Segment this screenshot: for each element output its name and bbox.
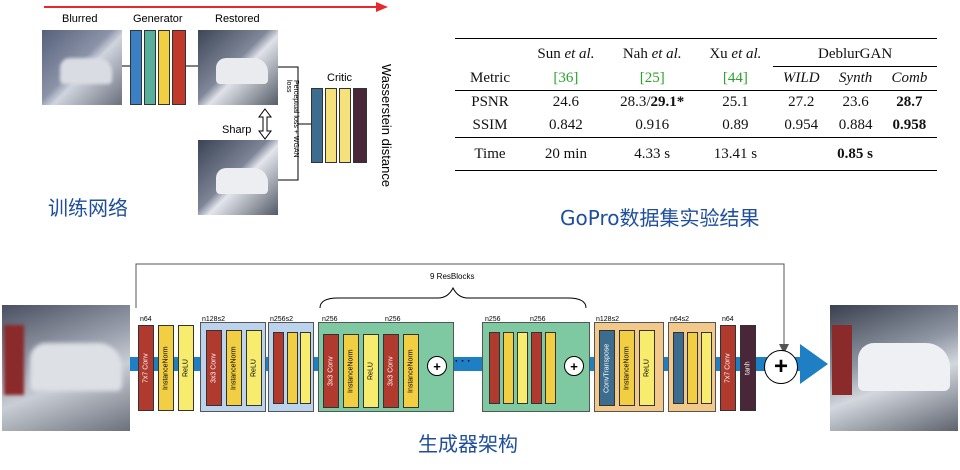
global-skip-connection (135, 263, 789, 354)
rb-relu1 (363, 334, 379, 408)
rbl-b (503, 332, 514, 404)
tag-g3a: n256 (322, 316, 338, 323)
wasserstein-label: Wasserstein distance (379, 64, 394, 188)
up2-b (687, 332, 698, 404)
resblocks-brace (319, 286, 587, 309)
tag-g1: n128s2 (202, 316, 225, 323)
label-generator: Generator (133, 13, 183, 25)
ref-xu: [44] (722, 69, 748, 86)
gen-layer-2 (144, 30, 156, 105)
critic-layer-3 (339, 88, 351, 163)
tag-g0: n64 (140, 316, 152, 323)
rb-norm1 (343, 334, 359, 408)
rbl-e (545, 332, 556, 404)
layer-norm (158, 325, 174, 411)
training-caption: 训练网络 (48, 196, 128, 220)
layer-relu (178, 325, 194, 411)
gen-layer-1 (130, 30, 142, 105)
rb-norm2 (403, 334, 419, 408)
tag-g2: n256s2 (270, 316, 293, 323)
layer-relu2 (246, 330, 262, 406)
sharp-photo (198, 140, 278, 215)
row-psnr: PSNR 24.6 28.3/29.1* 25.1 27.2 23.6 28.7 (455, 90, 937, 115)
label-critic: Critic (327, 72, 353, 84)
ref-sun: [36] (553, 69, 579, 86)
rbl-a (489, 332, 500, 404)
layer-conv7 (138, 325, 154, 411)
gen-layer-4 (172, 30, 186, 105)
layer-norm-up (619, 330, 635, 406)
rbl-d (531, 332, 542, 404)
rb-conv2 (383, 334, 399, 408)
label-blurred: Blurred (62, 13, 98, 25)
critic-connector (278, 66, 312, 181)
layer-norm2 (226, 330, 242, 406)
col-nah: Nah et al. (622, 46, 682, 63)
blurred-photo (42, 30, 122, 105)
tag-g5: n128s2 (596, 316, 619, 323)
up2-c (701, 332, 712, 404)
tag-g7: n64 (722, 316, 734, 323)
up2-a (673, 332, 684, 404)
final-add-icon: + (764, 350, 798, 384)
layer-relu-up (639, 330, 655, 406)
header-metric: Metric (470, 69, 510, 86)
tag-g4b: n256 (530, 316, 546, 323)
pipe-arrowhead (800, 344, 828, 384)
layer-convtrans (599, 330, 615, 406)
resblocks-label: 9 ResBlocks (430, 272, 475, 281)
tag-g4a: n256 (485, 316, 501, 323)
ref-nah: [25] (639, 69, 665, 86)
add-icon: + (427, 356, 447, 376)
results-table: Sun et al. Nah et al. Xu et al. DeblurGA… (455, 38, 937, 171)
col-sun: Sun et al. (537, 46, 595, 63)
col-deblurgan: DeblurGAN (773, 38, 937, 67)
label-sharp: Sharp (222, 124, 252, 136)
col-xu: Xu et al. (709, 46, 762, 63)
restored-photo (198, 30, 278, 105)
critic-layer-1 (311, 88, 323, 163)
layer-d2c (300, 332, 311, 404)
rbl-c (517, 332, 528, 404)
row-time: Time 20 min 4.33 s 13.41 s 0.85 s (455, 137, 937, 171)
gen-layer-3 (158, 30, 170, 105)
red-arrow (44, 2, 388, 12)
critic-layer-4 (353, 88, 367, 163)
tag-g3b: n256 (385, 316, 401, 323)
critic-layer-2 (325, 88, 337, 163)
ellipsis: · · · (455, 356, 471, 367)
layer-conv3 (206, 330, 222, 406)
layer-tanh (740, 325, 756, 411)
generator-caption: 生成器架构 (418, 432, 518, 456)
add-icon: + (564, 356, 584, 376)
loss-text: Perceptual loss + WGAN loss (285, 80, 299, 158)
header-wild: WILD (782, 70, 820, 86)
results-caption: GoPro数据集实验结果 (560, 206, 760, 230)
layer-d2a (273, 332, 284, 404)
rb-conv1 (323, 334, 339, 408)
double-arrow-icon (258, 108, 272, 140)
layer-d2b (287, 332, 298, 404)
row-ssim: SSIM 0.842 0.916 0.89 0.954 0.884 0.958 (472, 117, 927, 133)
header-synth: Synth (838, 70, 873, 86)
output-photo (830, 305, 958, 431)
header-comb: Comb (891, 70, 928, 86)
tag-g6: n64s2 (670, 316, 690, 323)
label-restored: Restored (215, 13, 260, 25)
input-photo (2, 305, 130, 431)
layer-conv7-out (720, 325, 736, 411)
